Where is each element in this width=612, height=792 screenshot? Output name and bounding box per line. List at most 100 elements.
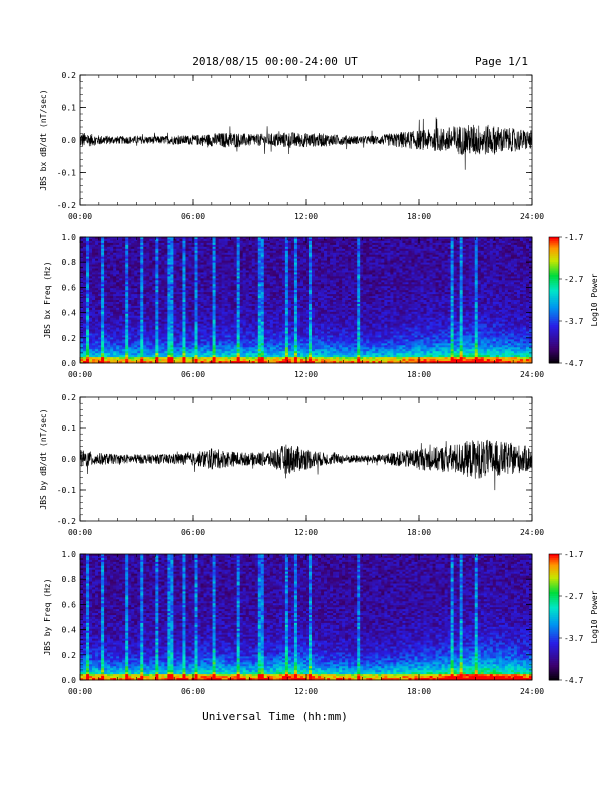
spectrogram-cell — [86, 256, 90, 260]
spectrogram-cell — [89, 262, 93, 265]
spectrogram-cell — [86, 307, 90, 311]
spectrogram-cell — [86, 349, 90, 352]
spectrogram-cell — [80, 339, 84, 342]
spectrogram-cell — [80, 270, 84, 273]
spectrogram-cell — [80, 351, 84, 354]
spectrogram-cell — [86, 292, 90, 295]
spectrogram-cell — [89, 254, 93, 258]
spectrogram-cell — [89, 284, 93, 287]
spectrogram-cell — [83, 307, 87, 311]
spectrogram-cell — [83, 262, 87, 265]
spectrogram-cell — [83, 361, 87, 364]
spectrogram-cell — [89, 266, 93, 269]
spectrogram-cell — [80, 343, 84, 346]
spectrogram-cell — [83, 305, 87, 309]
spectrogram-cell — [89, 244, 93, 248]
spectrogram-cell — [86, 276, 90, 279]
spectrogram-cell — [89, 319, 93, 323]
x-tick-label: 24:00 — [520, 212, 544, 221]
spectrogram-cell — [83, 333, 87, 336]
spectrogram-cell — [86, 329, 90, 332]
spectrogram-cell — [89, 292, 93, 295]
spectrogram-cell — [86, 250, 90, 254]
spectrogram-cell — [86, 345, 90, 348]
spectrogram-cell — [86, 301, 90, 305]
spectrogram-cell — [80, 307, 84, 311]
spectrogram-cell — [83, 246, 87, 250]
spectrogram-cell — [83, 337, 87, 340]
spectrogram-cell — [80, 237, 84, 240]
spectrogram-cell — [86, 311, 90, 315]
spectrogram-cell — [89, 300, 93, 303]
spectrogram-cell — [80, 335, 84, 338]
bx-spectrogram-panel: JBS bx Freq (Hz) Log10 Power -1.7-2.7-3.… — [43, 233, 599, 379]
spectrogram-cell — [80, 323, 84, 326]
spectrogram-cell — [86, 337, 90, 340]
spectrogram-cell — [83, 341, 87, 344]
spectrogram-cell — [80, 359, 84, 362]
spectrogram-cell — [83, 303, 87, 307]
spectrogram-cell — [80, 292, 84, 295]
spectrogram-cell — [89, 248, 93, 252]
spectrogram-cell — [80, 313, 84, 317]
spectrogram-cell — [83, 244, 87, 248]
spectrogram-cell — [83, 242, 87, 246]
spectrogram-cell — [80, 290, 84, 293]
spectrogram-cell — [83, 345, 87, 348]
spectrogram-cell — [83, 294, 87, 297]
spectrogram-cell — [89, 296, 93, 299]
spectrogram-cell — [86, 282, 90, 285]
spectrogram-cell — [86, 339, 90, 342]
bx-spectrogram-ylabel: JBS bx Freq (Hz) — [43, 261, 52, 338]
spectrogram-cell — [89, 278, 93, 281]
spectrogram-cell — [86, 278, 90, 281]
spectrogram-cell — [80, 268, 84, 271]
spectrogram-cell — [80, 252, 84, 256]
spectrogram-cell — [80, 298, 84, 301]
spectrogram-cell — [86, 335, 90, 338]
spectrogram-cell — [86, 252, 90, 256]
spectrogram-cell — [83, 329, 87, 332]
spectrogram-cell — [89, 288, 93, 291]
spectrogram-cell — [86, 341, 90, 344]
spectrogram-cell — [83, 323, 87, 326]
spectrogram-cell — [86, 246, 90, 250]
spectrogram-cell — [86, 254, 90, 258]
spectrogram-cell — [86, 315, 90, 319]
y-tick-label: -0.2 — [57, 201, 76, 210]
spectrogram-cell — [83, 300, 87, 303]
figure-title: 2018/08/15 00:00-24:00 UT — [192, 55, 358, 68]
bx-line-frame — [79, 74, 533, 206]
spectrogram-cell — [86, 237, 90, 240]
spectrogram-cell — [86, 313, 90, 317]
spectrogram-cell — [80, 319, 84, 323]
spectrogram-cell — [89, 272, 93, 275]
spectrogram-cell — [80, 246, 84, 250]
spectrogram-cell — [89, 260, 93, 263]
spectrogram-cell — [89, 311, 93, 315]
spectrogram-cell — [86, 272, 90, 275]
spectrogram-cell — [83, 258, 87, 262]
spectrogram-cell — [89, 294, 93, 297]
spectrogram-cell — [83, 349, 87, 352]
spectrogram-cell — [86, 303, 90, 307]
spectrogram-cell — [80, 315, 84, 319]
spectrogram-cell — [89, 317, 93, 321]
spectrogram-cell — [83, 276, 87, 279]
spectrogram-cells — [80, 237, 533, 364]
spectrogram-cell — [89, 250, 93, 254]
spectrogram-cell — [89, 252, 93, 256]
spectrogram-cell — [83, 339, 87, 342]
spectrogram-cell — [86, 321, 90, 325]
spectrogram-cell — [86, 266, 90, 269]
spectrogram-cell — [86, 262, 90, 265]
spectrogram-cell — [83, 325, 87, 328]
page-indicator: Page 1/1 — [475, 55, 528, 68]
spectrogram-cell — [83, 240, 87, 244]
y-tick-label: 0.2 — [62, 71, 77, 80]
spectrogram-cell — [89, 315, 93, 319]
spectrogram-cell — [80, 278, 84, 281]
x-tick-label: 00:00 — [68, 212, 92, 221]
spectrogram-cell — [83, 317, 87, 321]
spectrogram-cell — [80, 266, 84, 269]
